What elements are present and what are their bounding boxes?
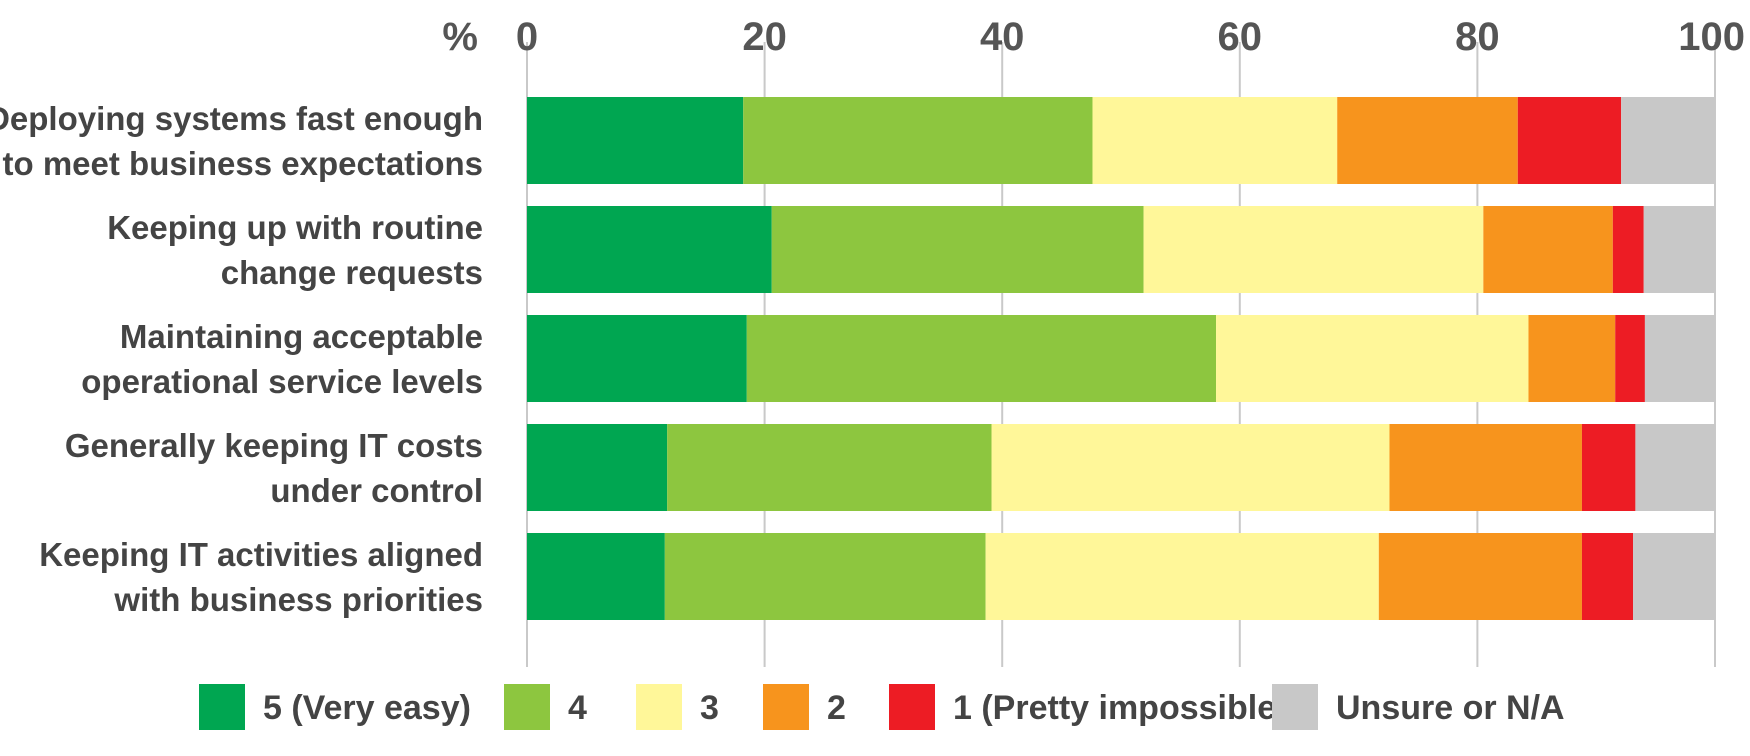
bar-segment <box>1216 315 1529 402</box>
legend-label: Unsure or N/A <box>1336 689 1565 727</box>
bar-segment <box>1635 424 1715 511</box>
legend-swatch <box>504 684 550 730</box>
x-axis: 0 20 40 60 80 100% <box>442 15 1745 59</box>
legend-swatch <box>889 684 935 730</box>
bar-segment <box>985 533 1379 620</box>
legend-label: 4 <box>568 689 587 727</box>
legend-swatch <box>763 684 809 730</box>
bar-segment <box>1143 206 1484 293</box>
bar-segment <box>1643 206 1715 293</box>
category-label: with business priorities <box>113 581 483 618</box>
bar-segment <box>743 97 1093 184</box>
x-tick-label: 80 <box>1455 15 1500 59</box>
bar-segment <box>527 97 744 184</box>
x-tick-label: 100 <box>1678 15 1745 59</box>
bar-segment <box>1615 315 1645 402</box>
bar-segment <box>1612 206 1644 293</box>
bar-segment <box>527 206 772 293</box>
category-label: to meet business expectations <box>3 145 483 182</box>
legend-swatch <box>1272 684 1318 730</box>
bar-segment <box>1483 206 1613 293</box>
x-tick-label: 60 <box>1218 15 1263 59</box>
x-tick-label: 40 <box>980 15 1025 59</box>
bar-segment <box>1633 533 1715 620</box>
bar-segment <box>1528 315 1616 402</box>
bar-segment <box>991 424 1390 511</box>
legend-label: 2 <box>827 689 846 727</box>
bar-segment <box>771 206 1144 293</box>
bar-segment <box>527 424 668 511</box>
category-label: Keeping IT activities aligned <box>39 536 483 573</box>
x-tick-label: 20 <box>742 15 787 59</box>
category-label: Maintaining acceptable <box>120 318 483 355</box>
category-label: operational service levels <box>81 363 483 400</box>
legend-label: 1 (Pretty impossible) <box>953 689 1287 727</box>
bar-segment <box>746 315 1217 402</box>
bar-segment <box>1581 533 1634 620</box>
bar-segment <box>1092 97 1338 184</box>
x-axis-unit-label: % <box>442 15 478 59</box>
category-label: change requests <box>221 254 483 291</box>
category-label: Generally keeping IT costs <box>65 427 483 464</box>
legend-label: 3 <box>700 689 719 727</box>
category-label: Keeping up with routine <box>107 209 483 246</box>
legend-swatch <box>636 684 682 730</box>
category-label: Deploying systems fast enough <box>0 100 483 137</box>
legend-label: 5 (Very easy) <box>263 689 471 727</box>
bar-segment <box>1389 424 1582 511</box>
legend: 5 (Very easy) 4 3 2 1 (Pretty impossible) Uns… <box>199 684 1565 730</box>
bar-segment <box>1517 97 1622 184</box>
bar-segment <box>667 424 992 511</box>
bar-segment <box>1644 315 1715 402</box>
bar-segment <box>1621 97 1715 184</box>
bar-segment <box>1581 424 1636 511</box>
legend-swatch <box>199 684 245 730</box>
bar-segment <box>527 315 747 402</box>
bar-segment <box>1337 97 1518 184</box>
bar-segment <box>664 533 986 620</box>
category-label: under control <box>270 472 483 509</box>
category-labels: Deploying systems fast enough to meet bus… <box>0 100 483 618</box>
x-tick-label: 0 <box>516 15 538 59</box>
bar-segment <box>527 533 665 620</box>
bars <box>527 97 1715 620</box>
bar-segment <box>1378 533 1582 620</box>
